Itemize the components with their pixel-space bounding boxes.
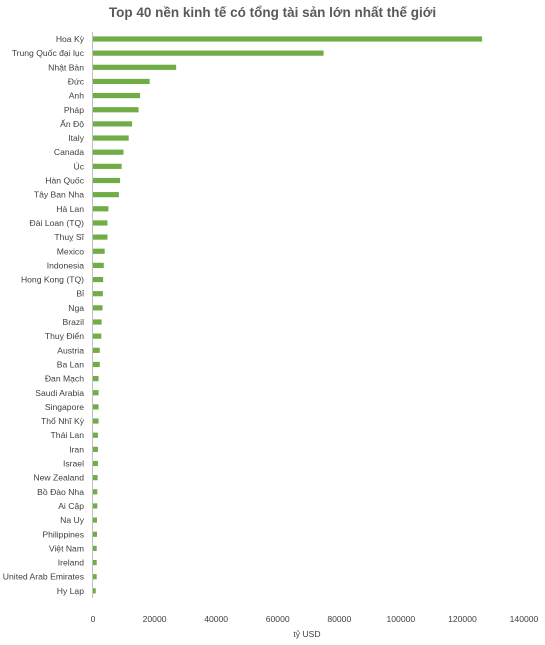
bar: [93, 135, 129, 141]
bar: [93, 50, 324, 56]
bar: [93, 177, 121, 184]
category-label: Đan Mạch: [45, 374, 84, 384]
bar: [93, 234, 108, 240]
category-label: Mexico: [57, 246, 84, 256]
bar: [93, 347, 100, 353]
bar: [93, 276, 104, 283]
category-label: Hy Lạp: [57, 586, 84, 596]
category-label: Thổ Nhĩ Kỳ: [41, 416, 85, 426]
bar: [93, 503, 98, 509]
bar: [93, 121, 133, 127]
bar: [93, 149, 124, 155]
category-labels: Hoa Kỳ Trung Quốc đại lục Nhật Bản Đức Anh Ph…: [3, 34, 85, 596]
x-tick-label: 0: [91, 614, 96, 624]
chart-title: Top 40 nền kinh tế có tổng tài sản lớn n…: [108, 5, 437, 20]
category-label: Thuỵ Sĩ: [54, 232, 84, 242]
x-tick-label: 100000: [387, 614, 416, 624]
category-label: Italy: [68, 133, 84, 143]
bar: [93, 93, 141, 99]
category-label: Ai Cập: [58, 501, 84, 511]
bar: [93, 78, 150, 85]
bar: [93, 545, 97, 551]
category-label: Nhật Bản: [48, 62, 84, 72]
bar: [93, 418, 99, 424]
category-label: Trung Quốc đại lục: [12, 48, 85, 58]
category-label: Anh: [69, 91, 85, 101]
bar: [93, 531, 98, 537]
bar: [93, 64, 177, 70]
category-label: Thuỵ Điển: [45, 331, 84, 341]
category-label: Singapore: [45, 402, 84, 412]
bar: [93, 460, 98, 467]
x-tick-label: 40000: [204, 614, 228, 624]
bar: [93, 361, 100, 368]
category-label: Bồ Đào Nha: [37, 487, 84, 497]
x-tick-labels: 0 20000 40000 60000 80000 100000 120000 140000: [91, 614, 539, 624]
bar: [93, 588, 96, 594]
bar: [93, 432, 98, 438]
bar: [93, 333, 102, 339]
bar: [93, 404, 99, 410]
category-label: Iran: [69, 444, 84, 454]
bar: [93, 248, 105, 254]
category-label: Đức: [68, 76, 85, 86]
category-label: Tây Ban Nha: [34, 190, 84, 200]
x-tick-label: 140000: [510, 614, 539, 624]
category-label: Hoa Kỳ: [56, 34, 85, 44]
bar: [93, 475, 98, 481]
bar: [93, 163, 122, 169]
category-label: Ba Lan: [57, 359, 84, 369]
category-label: Israel: [63, 459, 84, 469]
category-label: Pháp: [64, 105, 84, 115]
bar: [93, 291, 103, 297]
bar: [93, 36, 483, 42]
bar: [93, 517, 98, 523]
category-label: Austria: [57, 345, 84, 355]
x-axis-title: tỷ USD: [293, 629, 320, 639]
bar: [93, 192, 119, 198]
bar: [93, 574, 97, 580]
x-tick-label: 80000: [327, 614, 351, 624]
category-label: Saudi Arabia: [35, 388, 84, 398]
bar: [93, 446, 98, 452]
category-label: Brazil: [63, 317, 85, 327]
bars-layer: [93, 36, 483, 594]
category-label: Indonesia: [47, 260, 84, 270]
category-label: Nga: [68, 303, 84, 313]
x-tick-label: 20000: [143, 614, 167, 624]
x-tick-label: 120000: [448, 614, 477, 624]
category-label: Na Uy: [60, 515, 85, 525]
bar: [93, 376, 99, 382]
category-label: Ireland: [58, 558, 84, 568]
category-label: Hong Kong (TQ): [21, 275, 84, 285]
bar: [93, 206, 109, 212]
category-label: United Arab Emirates: [3, 572, 84, 582]
bar: [93, 390, 99, 396]
category-label: Đài Loan (TQ): [30, 218, 85, 228]
x-tick-label: 60000: [266, 614, 290, 624]
bar: [93, 262, 104, 268]
bar: [93, 319, 102, 325]
category-label: Bỉ: [76, 289, 84, 299]
category-label: Úc: [73, 161, 84, 171]
bar: [93, 489, 98, 495]
category-label: Hà Lan: [56, 204, 84, 214]
bar: [93, 559, 97, 566]
category-label: Philippines: [42, 529, 84, 539]
category-label: Thái Lan: [51, 430, 85, 440]
category-label: Ấn Độ: [60, 119, 84, 129]
bar: [93, 305, 103, 311]
category-label: Việt Nam: [49, 543, 84, 553]
category-label: New Zealand: [33, 473, 84, 483]
category-label: Hàn Quốc: [45, 176, 84, 186]
bar: [93, 220, 108, 226]
bar: [93, 107, 139, 113]
category-label: Canada: [54, 147, 84, 157]
